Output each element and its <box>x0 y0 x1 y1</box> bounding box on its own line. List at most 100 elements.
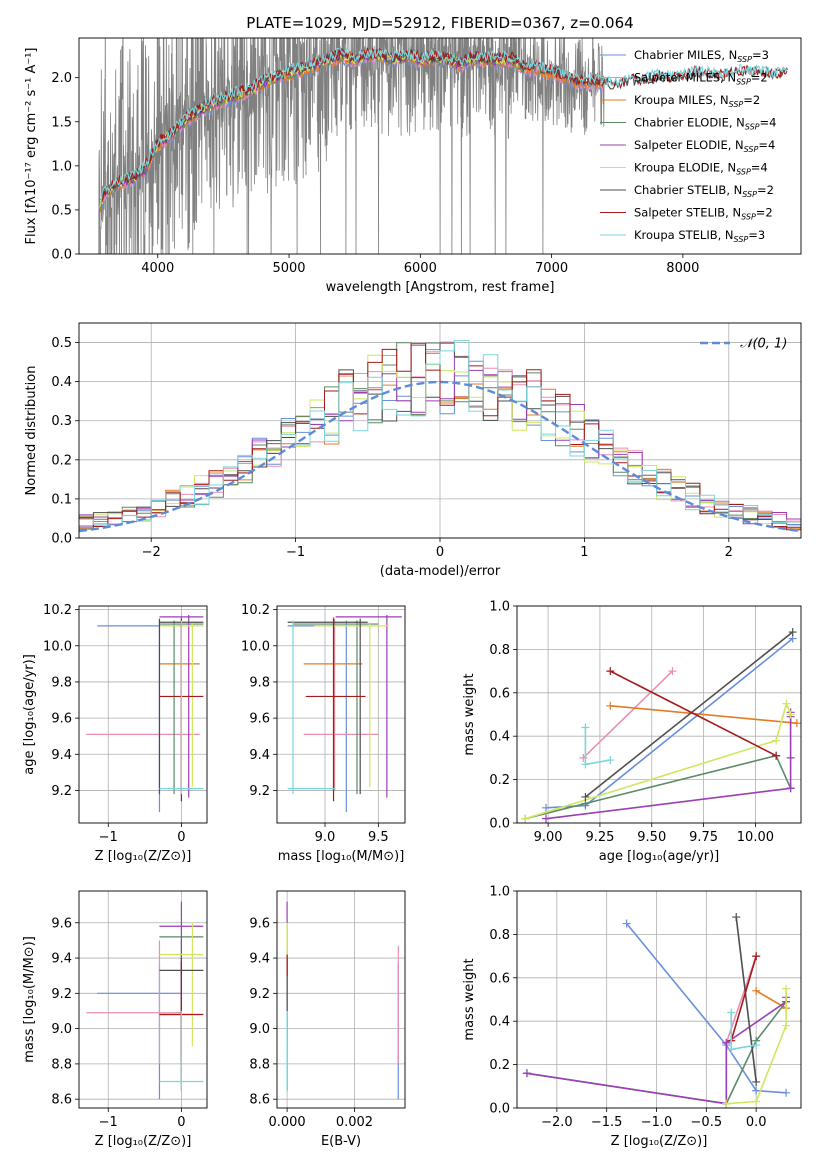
marker-point <box>727 1045 736 1054</box>
y-tick-label: 9.0 <box>249 1022 270 1037</box>
legend: Chabrier MILES, NSSP=3 Salpeter MILES, NS… <box>600 48 776 244</box>
y-tick-label: 1.5 <box>51 115 72 130</box>
x-tick-label: −1 <box>99 1115 118 1130</box>
x-tick-label: −1.5 <box>591 1115 623 1130</box>
panel-massweight-vs-Z: −2.0 −1.5 −1.0 −0.5 0.0 0.0 0.2 0.4 0.6 0.8 1.0 Z [… <box>462 885 802 1149</box>
y-tick-label: 1.0 <box>489 600 510 615</box>
axes: 4000 5000 6000 7000 8000 0.0 0.5 1.0 1.5 2.0 wavel… <box>24 37 802 295</box>
y-tick-label: 0.8 <box>489 643 510 658</box>
x-axis-label: Z [log₁₀(Z/Z⊙)] <box>611 1134 708 1149</box>
legend-label: Kroupa MILES, NSSP=2 <box>634 93 760 109</box>
x-axis-label: E(B-V) <box>321 1134 361 1149</box>
y-tick-label: 9.2 <box>51 987 72 1002</box>
series-line <box>730 955 757 1041</box>
y-tick-label: 9.6 <box>249 916 270 931</box>
series-line <box>525 754 792 820</box>
marker-point <box>606 667 615 676</box>
y-tick-label: 9.2 <box>51 784 72 799</box>
x-tick-label: 9.75 <box>689 830 718 845</box>
series-line <box>610 705 797 724</box>
x-tick-label: −2 <box>142 545 161 560</box>
series-line <box>525 701 792 820</box>
marker-point <box>752 1097 761 1106</box>
marker-point <box>786 784 795 793</box>
y-tick-label: 9.4 <box>249 748 270 763</box>
y-tick-label: 9.2 <box>249 987 270 1002</box>
plot-area <box>522 913 791 1108</box>
x-axis-label: age [log₁₀(age/yr)] <box>599 849 720 864</box>
model-line <box>100 47 788 205</box>
axes: −2 −1 0 1 2 0.0 0.1 0.2 0.3 0.4 0.5 (data-model)/er… <box>24 322 802 579</box>
y-tick-label: 0.4 <box>489 730 510 745</box>
plot-area <box>86 615 204 813</box>
series-line <box>582 670 674 759</box>
y-tick-label: 9.4 <box>249 952 270 967</box>
legend-label: Salpeter MILES, NSSP=2 <box>634 71 768 87</box>
axes: −2.0 −1.5 −1.0 −0.5 0.0 0.0 0.2 0.4 0.6 0.8 1.0 Z [… <box>462 885 802 1149</box>
grid <box>277 606 405 823</box>
y-tick-label: 9.6 <box>51 916 72 931</box>
y-tick-label: 9.8 <box>249 675 270 690</box>
grid <box>517 890 801 1109</box>
y-tick-label: 10.0 <box>241 639 270 654</box>
x-tick-label: 8000 <box>666 261 699 276</box>
x-tick-label: −0.5 <box>691 1115 723 1130</box>
marker-point <box>622 919 631 928</box>
y-tick-label: 0.5 <box>51 336 72 351</box>
plot-area <box>286 901 399 1100</box>
x-tick-label: 0.002 <box>336 1115 373 1130</box>
y-axis-label: mass weight <box>462 673 477 755</box>
marker-point <box>786 753 795 762</box>
panel-spectrum: 4000 5000 6000 7000 8000 0.0 0.5 1.0 1.5 2.0 wavel… <box>24 37 802 295</box>
marker-point <box>782 1021 791 1030</box>
y-tick-label: 8.8 <box>51 1057 72 1072</box>
x-tick-label: 1 <box>580 545 588 560</box>
legend-label: Chabrier STELIB, NSSP=2 <box>634 183 774 199</box>
grid <box>79 606 207 823</box>
y-tick-label: 9.6 <box>249 712 270 727</box>
plot-area <box>86 901 204 1100</box>
x-tick-label: −1 <box>99 830 118 845</box>
marker-point <box>606 756 615 765</box>
y-tick-label: 9.2 <box>249 784 270 799</box>
y-tick-label: 8.6 <box>249 1093 270 1108</box>
y-axis-label: Normed distribution <box>24 366 39 496</box>
marker-point <box>668 667 677 676</box>
observed-spectrum <box>98 38 605 254</box>
axes-frame <box>516 605 802 824</box>
y-axis-label: mass weight <box>462 958 477 1040</box>
marker-point <box>752 952 761 961</box>
legend: 𝒩(0, 1) <box>700 337 787 352</box>
x-tick-label: 5000 <box>272 261 305 276</box>
x-tick-label: 10.00 <box>737 830 774 845</box>
x-tick-label: 2 <box>725 545 733 560</box>
series-line <box>726 988 787 1105</box>
axes-frame <box>276 605 406 824</box>
y-axis-label: Flux [fλ10⁻¹⁷ erg cm⁻² s⁻¹ A⁻¹] <box>24 48 39 245</box>
axes-frame <box>276 890 406 1109</box>
legend-label: Kroupa STELIB, NSSP=3 <box>634 228 765 244</box>
axes-frame <box>78 605 208 824</box>
x-tick-label: 7000 <box>535 261 568 276</box>
panel-age-vs-Z: −1 0 9.2 9.4 9.6 9.8 10.0 10.2 Z [log₁₀(Z/Z⊙)] ag… <box>22 603 208 864</box>
x-tick-label: 0.000 <box>268 1115 305 1130</box>
marker-point <box>581 723 590 732</box>
x-tick-label: 0 <box>177 830 185 845</box>
y-tick-label: 9.6 <box>51 712 72 727</box>
marker-point <box>782 984 791 993</box>
marker-point <box>752 1041 761 1050</box>
marker-point <box>786 710 795 719</box>
y-tick-label: 1.0 <box>51 159 72 174</box>
axes-frame <box>78 37 802 255</box>
y-tick-label: 0.6 <box>489 686 510 701</box>
figure-title: PLATE=1029, MJD=52912, FIBERID=0367, z=0… <box>246 14 633 32</box>
y-tick-label: 9.4 <box>51 952 72 967</box>
panel-mass-vs-EBV: 0.000 0.002 8.6 8.8 9.0 9.2 9.4 9.6 E(B-V) <box>249 890 406 1149</box>
legend-label: Chabrier MILES, NSSP=3 <box>634 48 769 64</box>
y-tick-label: 8.6 <box>51 1093 72 1108</box>
y-tick-label: 9.4 <box>51 748 72 763</box>
x-tick-label: 0.0 <box>746 1115 767 1130</box>
y-axis-label: age [log₁₀(age/yr)] <box>22 654 37 775</box>
x-tick-label: 4000 <box>141 261 174 276</box>
marker-point <box>606 701 615 710</box>
